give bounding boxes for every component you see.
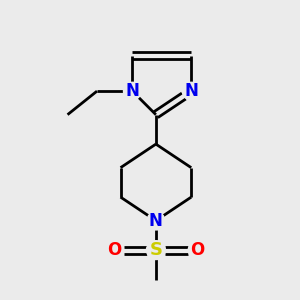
Text: N: N [125,82,139,100]
Text: N: N [149,212,163,230]
Text: O: O [190,241,204,259]
Circle shape [124,82,141,100]
Circle shape [146,241,165,260]
Text: N: N [184,82,198,100]
Text: S: S [149,241,162,259]
Circle shape [147,212,165,230]
Text: O: O [107,241,122,259]
Circle shape [182,82,200,100]
Circle shape [188,241,206,259]
Circle shape [106,241,124,259]
